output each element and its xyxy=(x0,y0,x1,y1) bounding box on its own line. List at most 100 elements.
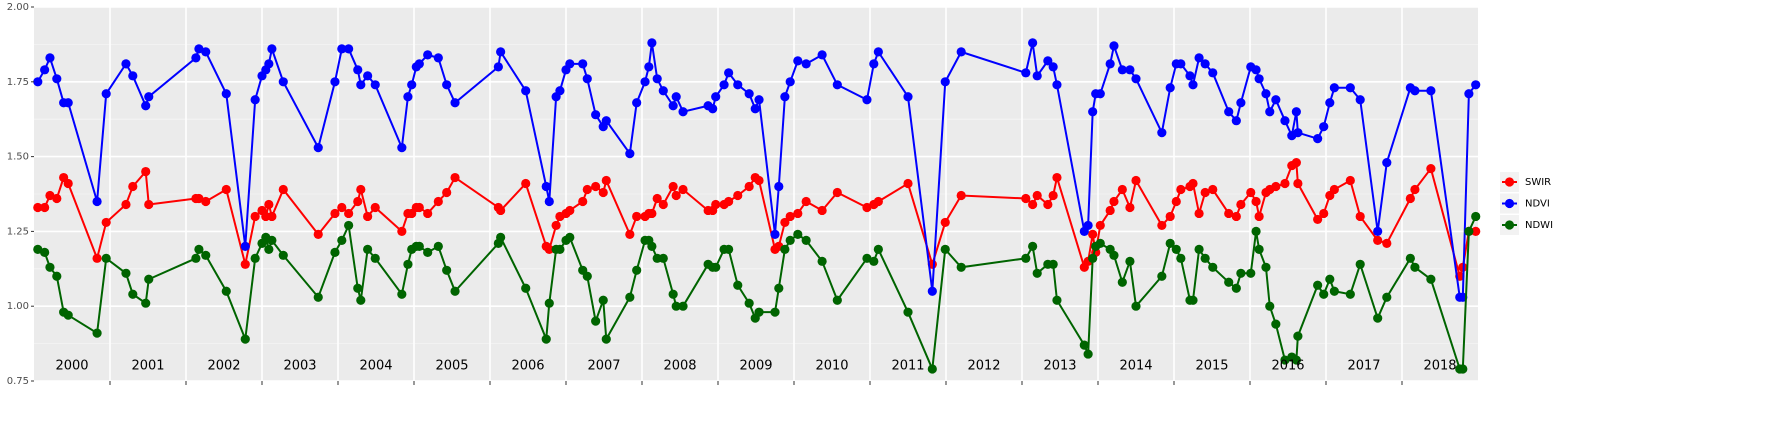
data-point xyxy=(591,316,601,326)
data-point xyxy=(652,74,662,84)
data-point xyxy=(1171,244,1181,254)
data-point xyxy=(264,59,274,69)
legend-label: NDVI xyxy=(1525,199,1550,210)
data-point xyxy=(1313,214,1323,225)
data-point xyxy=(1319,122,1329,132)
data-point xyxy=(1410,184,1420,195)
data-point xyxy=(250,95,260,105)
data-point xyxy=(582,74,592,84)
data-point xyxy=(1251,226,1261,236)
data-point xyxy=(678,184,688,195)
data-point xyxy=(363,211,373,222)
data-point xyxy=(128,181,138,192)
data-point xyxy=(1032,268,1042,278)
data-point xyxy=(1471,80,1481,90)
data-point xyxy=(544,196,554,207)
data-point xyxy=(1382,292,1392,302)
data-point xyxy=(873,244,883,254)
data-point xyxy=(63,178,73,189)
data-point xyxy=(337,202,347,213)
data-point xyxy=(442,265,452,275)
data-point xyxy=(1194,244,1204,254)
data-point xyxy=(240,334,250,344)
data-point xyxy=(711,262,721,272)
data-point xyxy=(1208,262,1218,272)
data-point xyxy=(1165,211,1175,222)
data-point xyxy=(817,256,827,266)
data-point xyxy=(1052,295,1062,305)
data-point xyxy=(1117,65,1127,75)
data-point xyxy=(144,199,154,210)
data-point xyxy=(221,89,231,99)
data-point xyxy=(555,244,565,254)
data-point xyxy=(442,80,452,90)
data-point xyxy=(1355,95,1365,105)
data-point xyxy=(52,74,62,84)
data-point xyxy=(344,220,354,231)
data-point xyxy=(832,295,842,305)
data-point xyxy=(565,59,575,69)
data-point xyxy=(793,208,803,219)
data-point xyxy=(1254,244,1264,254)
data-point xyxy=(873,196,883,207)
data-point xyxy=(1265,301,1275,311)
data-point xyxy=(1188,295,1198,305)
data-point xyxy=(658,253,668,263)
data-point xyxy=(141,166,151,177)
data-point xyxy=(801,235,811,245)
data-point xyxy=(397,143,407,153)
data-point xyxy=(1471,226,1481,236)
data-point xyxy=(1088,107,1098,117)
data-point xyxy=(240,241,250,251)
data-point xyxy=(250,253,260,263)
data-point xyxy=(1271,319,1281,329)
data-point xyxy=(678,301,688,311)
data-point xyxy=(370,80,380,90)
data-point xyxy=(733,280,743,290)
data-point xyxy=(1188,178,1198,189)
data-point xyxy=(344,208,354,219)
data-point xyxy=(832,187,842,198)
data-point xyxy=(1265,107,1275,117)
data-point xyxy=(33,77,43,87)
data-point xyxy=(496,47,506,57)
y-tick-label: 1.50 xyxy=(7,152,29,163)
data-point xyxy=(582,271,592,281)
data-point xyxy=(1231,211,1241,222)
year-label: 2000 xyxy=(55,359,88,374)
data-point xyxy=(903,178,913,189)
data-point xyxy=(1236,199,1246,210)
data-point xyxy=(1329,83,1339,93)
data-point xyxy=(1236,98,1246,108)
data-point xyxy=(601,175,611,186)
data-point xyxy=(496,205,506,216)
data-point xyxy=(1271,181,1281,192)
legend: SWIR NDVI NDWI xyxy=(1500,172,1553,235)
data-point xyxy=(121,268,131,278)
data-point xyxy=(774,283,784,293)
data-point xyxy=(1291,157,1301,168)
data-point xyxy=(250,211,260,222)
data-point xyxy=(862,95,872,105)
data-point xyxy=(1329,286,1339,296)
data-point xyxy=(433,196,443,207)
data-point xyxy=(1048,62,1058,72)
data-point xyxy=(1131,175,1141,186)
data-point xyxy=(1271,95,1281,105)
year-label: 2002 xyxy=(207,359,240,374)
data-point xyxy=(632,98,642,108)
data-point xyxy=(1194,208,1204,219)
data-point xyxy=(733,190,743,201)
data-point xyxy=(128,71,138,81)
data-point xyxy=(356,184,366,195)
data-point xyxy=(1246,268,1256,278)
data-point xyxy=(1176,59,1186,69)
data-point xyxy=(493,62,503,72)
y-tick-label: 0.75 xyxy=(7,376,29,387)
data-point xyxy=(313,143,323,153)
data-point xyxy=(1426,163,1436,174)
data-point xyxy=(1157,271,1167,281)
data-point xyxy=(785,235,795,245)
data-point xyxy=(1109,196,1119,207)
data-point xyxy=(63,310,73,320)
